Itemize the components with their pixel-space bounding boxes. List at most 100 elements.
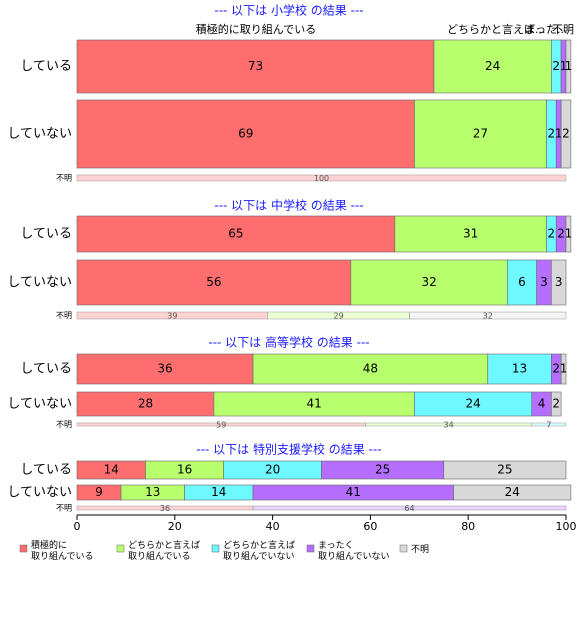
bar-segment [551, 259, 567, 306]
data-label: 3 [540, 275, 548, 289]
data-label: 2 [562, 127, 570, 141]
bar-segment [507, 259, 537, 306]
legend-label-line: 取り組んでいる [31, 550, 94, 562]
bar-segment [213, 391, 415, 417]
bar-segment [252, 353, 489, 385]
data-label: 27 [473, 127, 488, 141]
data-label: 14 [211, 485, 226, 499]
bar-segment [76, 39, 435, 94]
data-label: 2 [552, 362, 560, 376]
unknown-data-label: 29 [334, 312, 344, 321]
unknown-bar-segment [409, 311, 567, 320]
data-label: 41 [346, 485, 361, 499]
x-tick-label: 80 [461, 520, 475, 533]
legend-label-line: 取り組んでいない [223, 550, 295, 562]
data-label: 2 [557, 227, 565, 241]
legend-label-line: まったく [318, 540, 354, 551]
row-label: している [20, 463, 72, 478]
row-label: していない [7, 397, 72, 412]
row-label: している [20, 227, 72, 242]
data-label: 73 [248, 59, 263, 73]
legend-swatch [116, 544, 125, 553]
unknown-row-label: 不明 [56, 174, 72, 183]
top-label-3: 不明 [552, 23, 574, 36]
x-tick-label: 60 [363, 520, 377, 533]
x-tick-label: 0 [74, 520, 81, 533]
legend-label-line: 取り組んでいない [318, 550, 390, 562]
legend-swatch [19, 544, 28, 553]
x-tick-label: 100 [556, 520, 577, 533]
row-label: していない [7, 485, 72, 500]
data-label: 1 [565, 227, 573, 241]
bar-segment [443, 460, 567, 480]
unknown-row-label: 不明 [56, 504, 72, 513]
legend-label: どちらかと言えば取り組んでいる [128, 539, 200, 562]
x-tick-label: 20 [168, 520, 182, 533]
data-label: 36 [157, 362, 172, 376]
unknown-data-label: 7 [546, 421, 551, 430]
bar-segment [414, 99, 547, 169]
data-label: 14 [104, 463, 119, 477]
top-label-1: どちらかと言えば... [447, 23, 546, 36]
data-label: 32 [421, 275, 436, 289]
data-label: 69 [238, 127, 253, 141]
data-label: 6 [518, 275, 526, 289]
panel-title: --- 以下は 高等学校 の結果 --- [208, 335, 369, 350]
unknown-data-label: 36 [160, 504, 170, 513]
bar-segment [76, 99, 415, 169]
legend-label: 不明 [411, 544, 429, 555]
data-label: 4 [538, 397, 546, 411]
legend-label-line: 取り組んでいる [128, 550, 191, 562]
unknown-bar-segment [531, 422, 567, 427]
bar-segment [487, 353, 552, 385]
data-label: 25 [497, 463, 512, 477]
unknown-data-label: 100 [314, 174, 329, 183]
data-label: 24 [505, 485, 520, 499]
data-label: 2 [548, 227, 556, 241]
bar-segment [551, 391, 562, 417]
bar-segment [560, 99, 572, 169]
data-label: 13 [145, 485, 160, 499]
unknown-data-label: 64 [404, 504, 414, 513]
unknown-data-label: 34 [444, 421, 454, 430]
legend-label: 積極的に取り組んでいる [31, 539, 94, 562]
data-label: 2 [552, 59, 560, 73]
unknown-row-label: 不明 [56, 420, 72, 429]
bar-segment [350, 259, 508, 306]
legend-label-line: 不明 [411, 544, 429, 555]
data-label: 48 [363, 362, 378, 376]
unknown-data-label: 59 [216, 421, 226, 430]
legend-label-line: どちらかと言えば [223, 539, 295, 551]
bar-segment [76, 259, 352, 306]
row-label: していない [7, 127, 72, 142]
data-label: 31 [463, 227, 478, 241]
legend-swatch [399, 544, 408, 553]
unknown-row-label: 不明 [56, 311, 72, 320]
panel-title: --- 以下は 特別支援学校 の結果 --- [196, 442, 381, 457]
data-label: 1 [560, 59, 568, 73]
data-label: 56 [206, 275, 221, 289]
panel-title: --- 以下は 小学校 の結果 --- [214, 3, 363, 18]
panel-title: --- 以下は 中学校 の結果 --- [214, 198, 363, 213]
bar-segment [560, 353, 567, 385]
data-label: 25 [375, 463, 390, 477]
bar-segment [565, 39, 572, 94]
data-label: 24 [465, 397, 480, 411]
data-label: 65 [228, 227, 243, 241]
data-label: 13 [512, 362, 527, 376]
top-label-2: まった... [524, 23, 567, 36]
unknown-bar-segment [76, 174, 567, 182]
data-label: 1 [565, 59, 573, 73]
data-label: 28 [138, 397, 153, 411]
data-label: 1 [555, 127, 563, 141]
legend-label: まったく取り組んでいない [318, 540, 390, 562]
row-label: している [20, 59, 72, 74]
legend-label-line: 積極的に [31, 539, 67, 551]
bar-segment [76, 353, 254, 385]
row-label: している [20, 362, 72, 377]
legend-label: どちらかと言えば取り組んでいない [223, 539, 295, 562]
legend-label-line: どちらかと言えば [128, 539, 200, 551]
unknown-bar-segment [252, 505, 567, 511]
data-label: 9 [95, 485, 103, 499]
